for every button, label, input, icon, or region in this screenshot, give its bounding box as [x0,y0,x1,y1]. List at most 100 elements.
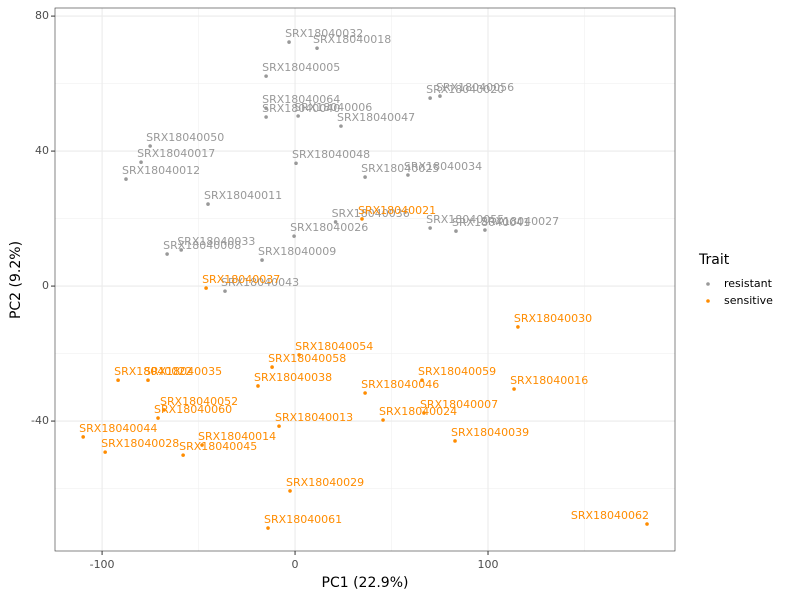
point [146,378,150,383]
point-label: SRX18040044 [79,422,157,435]
point [103,450,107,454]
point-label: SRX18040030 [514,312,592,325]
point-label: SRX18040011 [204,189,282,202]
point-label: SRX18040058 [268,352,346,365]
point-label: SRX18040062 [571,509,649,522]
point-label: SRX18040018 [313,33,391,46]
point-label: SRX18040041 [452,216,530,229]
legend-key [706,299,710,303]
point [296,114,300,118]
point [360,217,364,221]
point-label: SRX18040013 [275,411,353,424]
point-label: SRX18040027 [481,215,559,228]
point-label: SRX18040061 [264,513,342,526]
point-label: SRX18040009 [258,245,336,258]
y-tick-label: -40 [31,414,49,427]
point-label: SRX18040012 [122,164,200,177]
point-label: SRX18040056 [436,81,514,94]
panel-border [54,7,676,552]
point-label: SRX18040034 [404,160,482,173]
legend-key [706,282,710,286]
point [363,391,367,395]
point-label: SRX18040008 [163,239,241,252]
point [645,522,649,526]
point-label: SRX18040045 [179,440,257,453]
point-label: SRX18040014 [198,430,276,443]
point [454,229,458,233]
point-label: SRX18040033 [177,235,255,248]
y-tick-label: 0 [42,279,49,292]
point [422,411,426,415]
point-label: SRX18040048 [292,148,370,161]
point [270,365,274,369]
point-label: SRX18040054 [295,340,373,353]
point [206,202,210,206]
point [420,378,424,383]
legend-title: Trait [698,252,730,268]
point-label: SRX18040016 [510,374,588,387]
point-label: SRX18040026 [290,221,368,234]
legend-label: sensitive [724,294,773,307]
point-label: SRX18040024 [379,405,457,418]
point [315,46,319,50]
point-label: SRX18040007 [420,398,498,411]
point-label: SRX18040060 [154,403,232,416]
point-label: SRX18040037 [202,273,280,286]
point [200,443,204,447]
point [264,115,268,119]
point-label: SRX18040036 [332,207,410,220]
y-axis-title: PC2 (9.2%) [8,241,24,319]
point-label: SRX18040022 [114,365,192,378]
point [139,160,143,165]
point [516,325,520,329]
point-label: SRX18040021 [358,204,436,217]
point [162,408,166,412]
point [223,289,227,293]
point [264,74,268,78]
point-label: SRX18040059 [418,365,496,378]
point [156,416,160,420]
point-label: SRX18040032 [285,27,363,40]
point [116,378,120,383]
point-label: SRX18040020 [426,83,504,96]
point [294,161,298,166]
point-label: SRX18040005 [262,61,340,74]
point-label: SRX18040017 [137,147,215,160]
y-tick-label: 80 [35,9,49,22]
point-label: SRX18040052 [160,395,238,408]
point-label: SRX18040006 [294,101,372,114]
point-label: SRX18040047 [337,111,415,124]
point [165,252,169,256]
x-tick-label: -100 [90,558,115,571]
point [428,96,432,100]
point [264,106,268,111]
point-label: SRX18040046 [361,378,439,391]
point [277,424,281,428]
point-label: SRX18040050 [146,131,224,144]
x-axis-title: PC1 (22.9%) [322,575,409,591]
point [483,228,487,232]
point [266,526,270,530]
point [363,175,367,179]
point-label: SRX18040043 [221,276,299,289]
point [181,453,185,457]
point [512,387,516,391]
point-label: SRX18040055 [426,213,504,226]
point-label: SRX18040064 [262,93,340,106]
x-tick-label: 100 [478,558,499,571]
grid [55,8,675,551]
point [124,177,128,181]
point [339,124,343,128]
point-label: SRX18040038 [254,371,332,384]
point [297,353,301,357]
point [333,220,338,224]
point-label: SRX18040029 [286,476,364,489]
point-label: SRX18040025 [361,162,439,175]
point-label: SRX18040028 [101,437,179,450]
point [381,418,385,422]
y-tick-label: 40 [35,144,49,157]
point [148,144,152,148]
point [292,234,296,238]
